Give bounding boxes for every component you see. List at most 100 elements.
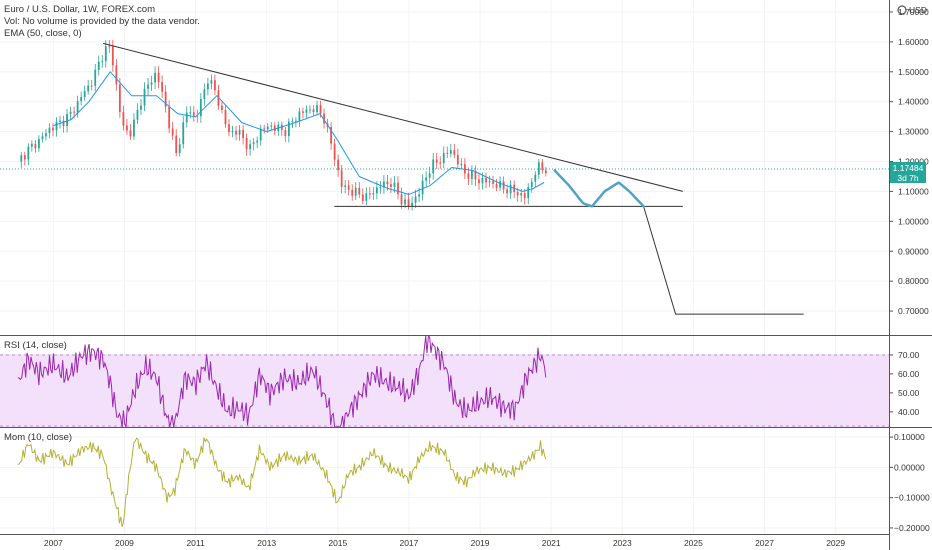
candle-body — [252, 142, 255, 145]
price-badge-bg — [890, 162, 926, 173]
candle-body — [150, 82, 153, 85]
main-price-pane[interactable] — [0, 40, 889, 315]
y-tick-label: 70.00 — [898, 350, 920, 360]
candle-body — [280, 124, 283, 131]
ema-line[interactable] — [53, 71, 545, 195]
candle-body — [23, 155, 26, 160]
projection-drop-line[interactable] — [643, 206, 804, 315]
candle-body — [397, 182, 399, 195]
candle-body — [386, 181, 389, 185]
momentum-pane[interactable] — [17, 437, 547, 527]
rsi-line[interactable] — [17, 334, 547, 428]
candle-body — [463, 164, 466, 174]
x-tick-label: 2013 — [257, 538, 276, 548]
candle-body — [294, 120, 297, 122]
y-tick-label: 0.10000 — [894, 432, 925, 442]
trendline-upper[interactable] — [102, 42, 683, 192]
candle-body — [534, 174, 537, 182]
candle-body — [273, 125, 276, 132]
candle-body — [214, 80, 216, 91]
candle-body — [442, 152, 445, 164]
candle-body — [90, 85, 93, 87]
candle-body — [196, 115, 199, 117]
candle-body — [541, 162, 544, 171]
candle-body — [393, 182, 396, 187]
momentum-line[interactable] — [17, 437, 547, 527]
x-tick-label: 2017 — [399, 538, 418, 548]
candle-body — [509, 184, 512, 194]
y-tick-label: −0.10000 — [894, 493, 930, 503]
candle-body — [157, 72, 160, 82]
y-tick-label: 60.00 — [898, 369, 920, 379]
rsi-pane[interactable] — [17, 334, 547, 428]
rsi-legend[interactable]: RSI (14, close) — [4, 340, 67, 351]
x-tick-label: 2023 — [613, 538, 632, 548]
candle-body — [432, 159, 435, 174]
candle-body — [126, 125, 128, 131]
y-tick-label: 1.10000 — [898, 186, 929, 196]
y-tick-label: 1.20000 — [898, 157, 929, 167]
candle-body — [242, 129, 244, 138]
candle-body — [400, 194, 403, 205]
candle-body — [344, 185, 347, 187]
candle-body — [48, 127, 51, 134]
candle-body — [407, 199, 410, 207]
candle-body — [435, 159, 438, 163]
candle-body — [76, 101, 79, 113]
candle-body — [228, 124, 230, 133]
mom-legend[interactable]: Mom (10, close) — [4, 432, 72, 443]
projection-curve[interactable] — [553, 169, 645, 208]
ema-legend[interactable]: EMA (50, close, 0) — [4, 28, 82, 39]
candle-body — [164, 91, 167, 107]
candle-body — [456, 154, 459, 165]
candle-body — [34, 143, 37, 149]
x-tick-label: 2027 — [755, 538, 774, 548]
x-tick-label: 2021 — [542, 538, 561, 548]
candle-body — [62, 120, 65, 126]
candle-body — [404, 199, 406, 205]
volume-note: Vol: No volume is provided by the data v… — [4, 16, 200, 27]
candle-body — [305, 109, 308, 113]
candle-body — [185, 112, 188, 123]
candle-body — [411, 202, 413, 207]
candle-body — [80, 97, 83, 102]
candle-body — [421, 180, 424, 195]
candle-body — [485, 177, 487, 183]
candle-body — [238, 129, 241, 135]
candle-body — [337, 159, 340, 171]
candle-body — [495, 184, 498, 188]
currency-label[interactable]: USD — [909, 5, 927, 15]
y-tick-label: 1.40000 — [898, 97, 929, 107]
candle-body — [199, 98, 202, 117]
candle-body — [287, 121, 290, 136]
candle-body — [73, 111, 76, 113]
candle-body — [474, 171, 477, 180]
candle-body — [291, 120, 294, 122]
candle-body — [69, 111, 72, 114]
candle-body — [189, 112, 192, 114]
candle-body — [446, 152, 449, 154]
candle-body — [530, 181, 533, 188]
settings-button[interactable] — [897, 5, 907, 15]
chart-title: Euro / U.S. Dollar, 1W, FOREX.com — [4, 4, 155, 15]
candle-body — [27, 146, 30, 160]
candle-body — [231, 130, 234, 133]
candle-body — [66, 113, 68, 126]
candle-body — [340, 170, 343, 187]
candle-body — [55, 121, 58, 131]
candle-body — [383, 181, 385, 188]
candle-body — [140, 105, 142, 110]
candle-body — [133, 119, 135, 137]
candle-body — [210, 80, 213, 84]
candle-body — [52, 127, 54, 131]
candle-body — [365, 193, 368, 201]
y-tick-label: 1.30000 — [898, 127, 929, 137]
candle-body — [41, 136, 44, 140]
axes-layer: 2007 2009 2011 2013 2015 2017 2019 2021 2023 2025… — [44, 7, 930, 548]
candle-body — [368, 193, 371, 195]
y-tick-label: 1.60000 — [898, 37, 929, 47]
candle-body — [347, 185, 350, 190]
gear-icon[interactable] — [897, 5, 907, 15]
